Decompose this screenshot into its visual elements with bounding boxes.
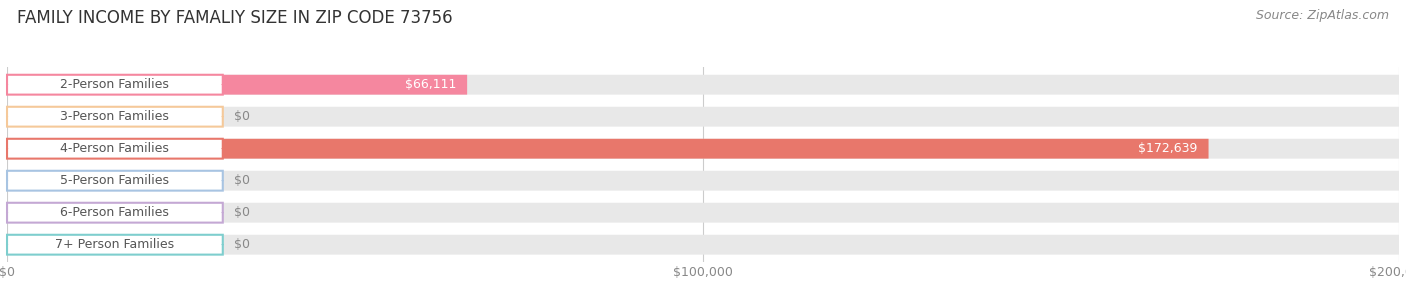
Text: 2-Person Families: 2-Person Families [60,78,169,91]
FancyBboxPatch shape [7,107,222,127]
FancyBboxPatch shape [7,107,1399,127]
FancyBboxPatch shape [7,75,1399,95]
Text: $0: $0 [233,174,250,187]
FancyBboxPatch shape [7,75,467,95]
Text: $0: $0 [233,110,250,123]
FancyBboxPatch shape [7,139,1399,159]
Text: $66,111: $66,111 [405,78,456,91]
FancyBboxPatch shape [7,171,132,191]
FancyBboxPatch shape [7,107,132,127]
Text: 7+ Person Families: 7+ Person Families [55,238,174,251]
Text: $172,639: $172,639 [1137,142,1198,155]
Text: FAMILY INCOME BY FAMALIY SIZE IN ZIP CODE 73756: FAMILY INCOME BY FAMALIY SIZE IN ZIP COD… [17,9,453,27]
Text: $0: $0 [233,206,250,219]
FancyBboxPatch shape [7,75,222,95]
Text: 6-Person Families: 6-Person Families [60,206,169,219]
Text: Source: ZipAtlas.com: Source: ZipAtlas.com [1256,9,1389,22]
FancyBboxPatch shape [7,139,222,159]
FancyBboxPatch shape [7,235,1399,255]
FancyBboxPatch shape [7,203,222,223]
Text: 4-Person Families: 4-Person Families [60,142,169,155]
Text: $0: $0 [233,238,250,251]
FancyBboxPatch shape [7,139,1209,159]
FancyBboxPatch shape [7,171,222,191]
Text: 5-Person Families: 5-Person Families [60,174,169,187]
FancyBboxPatch shape [7,235,132,255]
FancyBboxPatch shape [7,203,132,223]
FancyBboxPatch shape [7,235,222,255]
FancyBboxPatch shape [7,171,1399,191]
FancyBboxPatch shape [7,203,1399,223]
Text: 3-Person Families: 3-Person Families [60,110,169,123]
